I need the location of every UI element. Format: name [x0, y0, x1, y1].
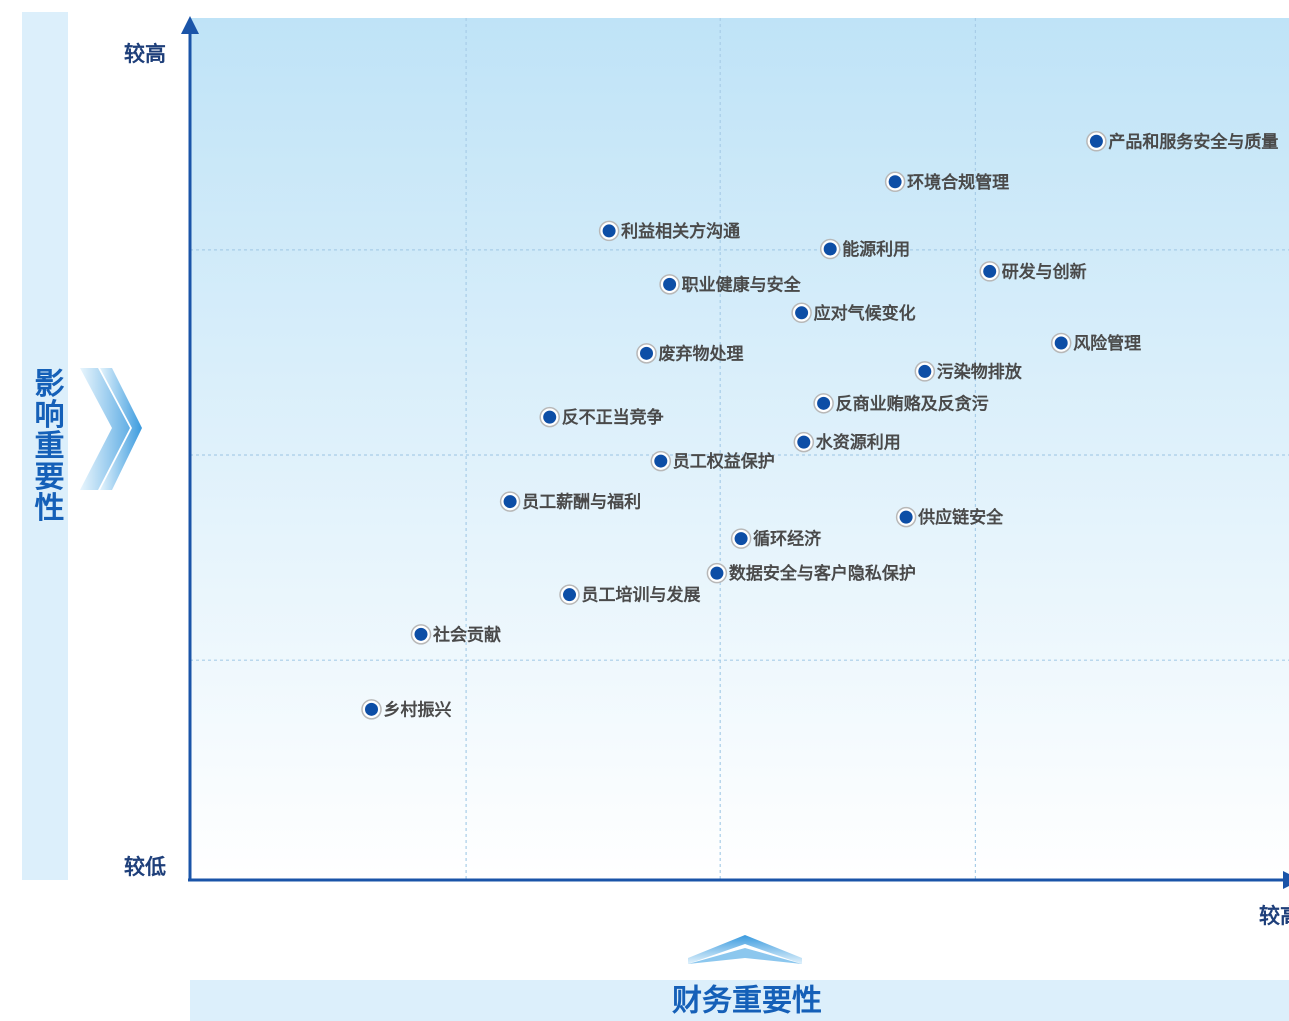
- y-low-label: 较低: [124, 855, 166, 879]
- point-label: 风险管理: [1073, 333, 1141, 354]
- point: [797, 435, 811, 449]
- point-label: 反不正当竞争: [562, 407, 664, 428]
- chevron: [688, 948, 802, 964]
- x-axis-title: 财务重要性: [672, 984, 822, 1019]
- y-high-label: 较高: [124, 42, 166, 66]
- point: [888, 175, 902, 189]
- point-label: 数据安全与客户隐私保护: [729, 563, 916, 584]
- point: [1089, 134, 1103, 148]
- chevron: [688, 935, 802, 964]
- chevron: [100, 368, 142, 490]
- point: [503, 495, 517, 509]
- y-axis-title-text: 影响重要性: [29, 368, 65, 523]
- point-label: 能源利用: [842, 239, 910, 260]
- point-label: 反商业贿赂及反贪污: [836, 393, 989, 414]
- point: [734, 532, 748, 546]
- point: [823, 242, 837, 256]
- point-label: 员工培训与发展: [582, 585, 701, 606]
- point-label: 研发与创新: [1002, 261, 1087, 282]
- points: 产品和服务安全与质量环境合规管理利益相关方沟通能源利用研发与创新职业健康与安全应…: [361, 131, 1278, 720]
- point-label: 应对气候变化: [814, 303, 916, 324]
- x-high-label: 较高: [1259, 904, 1289, 928]
- point: [640, 346, 653, 360]
- point-label: 供应链安全: [917, 507, 1004, 528]
- y-axis-title: 影响重要性: [29, 368, 65, 523]
- point: [817, 396, 831, 410]
- point-label: 水资源利用: [816, 432, 901, 453]
- point-label: 社会贡献: [432, 624, 501, 645]
- point: [654, 454, 668, 468]
- y-title-panel: [22, 12, 68, 880]
- point-label: 员工薪酬与福利: [522, 492, 641, 513]
- x-axis-arrow: [1283, 871, 1289, 889]
- point-label: 废弃物处理: [659, 343, 744, 364]
- point-label: 乡村振兴: [384, 699, 452, 720]
- point: [1054, 336, 1068, 350]
- point: [414, 627, 428, 641]
- point: [663, 277, 677, 291]
- point-label: 员工权益保护: [673, 451, 775, 472]
- point: [983, 264, 997, 278]
- point-label: 产品和服务安全与质量: [1108, 131, 1278, 152]
- point: [710, 566, 724, 580]
- point: [795, 306, 809, 320]
- point-label: 污染物排放: [937, 361, 1023, 382]
- point: [563, 588, 576, 602]
- point: [602, 224, 616, 238]
- point-label: 环境合规管理: [907, 172, 1009, 193]
- point-label: 循环经济: [753, 529, 822, 550]
- plot-background: [190, 18, 1289, 880]
- point-label: 职业健康与安全: [682, 274, 802, 295]
- chevron: [80, 368, 130, 490]
- point-label: 利益相关方沟通: [621, 221, 740, 242]
- x-title-panel: [190, 980, 1289, 1021]
- point: [543, 410, 557, 424]
- point: [899, 510, 913, 524]
- y-axis-arrow: [181, 16, 199, 34]
- point: [918, 364, 932, 378]
- point: [365, 702, 378, 716]
